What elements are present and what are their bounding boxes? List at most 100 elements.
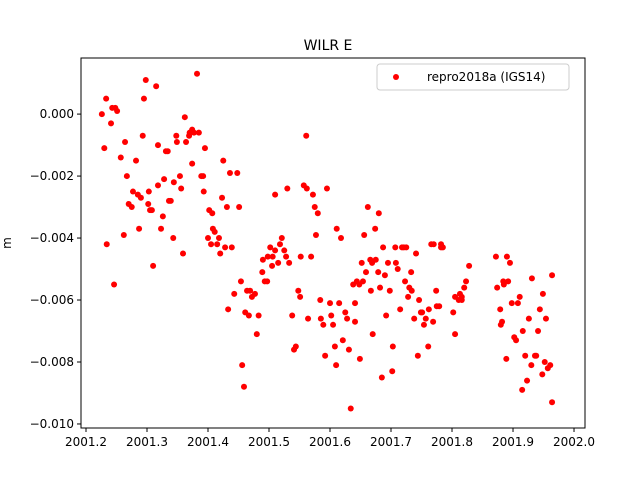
data-point	[101, 145, 108, 152]
data-point	[145, 200, 152, 207]
data-point	[305, 315, 312, 322]
data-point	[309, 191, 316, 198]
y-axis-label: m	[0, 237, 14, 249]
data-point	[200, 188, 207, 195]
data-point	[139, 132, 146, 139]
data-point	[225, 306, 232, 313]
data-point	[255, 312, 262, 319]
data-point	[414, 352, 421, 359]
data-point	[356, 355, 363, 362]
data-point	[236, 204, 243, 211]
x-tick-label: 2001.2	[65, 435, 107, 449]
data-point	[117, 154, 124, 161]
data-point	[295, 287, 302, 294]
data-point	[289, 312, 296, 319]
data-point	[183, 138, 190, 145]
x-tick-label: 2001.5	[248, 435, 290, 449]
data-point	[226, 169, 233, 176]
data-point	[436, 303, 443, 310]
y-tick-label: −0.006	[30, 293, 74, 307]
data-point	[389, 368, 396, 375]
data-point	[439, 244, 446, 251]
data-point	[154, 142, 161, 149]
data-point	[179, 250, 186, 257]
x-axis-ticks: 2001.2 2001.3 2001.4 2001.5 2001.6 2001.7 2001…	[65, 428, 595, 449]
data-point	[389, 343, 396, 350]
data-point	[533, 352, 540, 359]
data-point	[190, 129, 197, 136]
data-point	[367, 287, 374, 294]
data-point	[492, 253, 499, 260]
x-tick-label: 2001.3	[126, 435, 168, 449]
data-point	[194, 70, 201, 77]
data-point	[342, 309, 349, 316]
data-point	[380, 244, 387, 251]
data-point	[377, 284, 384, 291]
data-point	[425, 306, 432, 313]
data-point	[269, 262, 276, 269]
data-point	[214, 241, 221, 248]
data-point	[181, 114, 188, 121]
data-point	[384, 259, 391, 266]
data-point	[416, 297, 423, 304]
data-point	[364, 204, 371, 211]
data-points	[98, 70, 556, 412]
data-point	[328, 312, 335, 319]
y-tick-label: −0.010	[30, 417, 74, 431]
data-point	[275, 259, 282, 266]
data-point	[170, 235, 177, 242]
data-point	[524, 377, 531, 384]
data-point	[331, 343, 338, 350]
data-point	[352, 300, 359, 307]
data-point	[211, 228, 218, 235]
data-point	[173, 132, 180, 139]
data-point	[286, 259, 293, 266]
data-point	[239, 362, 246, 369]
data-point	[108, 120, 115, 127]
data-point	[535, 328, 542, 335]
data-point	[195, 129, 202, 136]
data-point	[419, 309, 426, 316]
data-point	[375, 210, 382, 217]
data-point	[317, 297, 324, 304]
data-point	[539, 290, 546, 297]
data-point	[339, 337, 346, 344]
data-point	[402, 278, 409, 285]
data-point	[189, 160, 196, 167]
x-tick-label: 2001.9	[492, 435, 534, 449]
data-point	[223, 204, 230, 211]
data-point	[234, 169, 241, 176]
data-point	[111, 281, 118, 288]
data-point	[506, 259, 513, 266]
x-tick-label: 2002.0	[553, 435, 595, 449]
data-point	[320, 321, 327, 328]
data-point	[539, 371, 546, 378]
data-point	[153, 83, 160, 90]
y-axis-ticks: 0.000 −0.002 −0.004 −0.006 −0.008 −0.010	[30, 107, 81, 431]
data-point	[259, 269, 266, 276]
data-point	[549, 272, 556, 279]
data-point	[247, 287, 254, 294]
data-point	[269, 253, 276, 260]
data-point	[303, 185, 310, 192]
data-point	[145, 188, 152, 195]
data-point	[461, 284, 468, 291]
data-point	[103, 95, 110, 102]
data-point	[120, 231, 127, 238]
data-point	[508, 300, 515, 307]
data-point	[264, 253, 271, 260]
data-point	[405, 293, 412, 300]
data-point	[317, 315, 324, 322]
data-point	[327, 300, 334, 307]
y-tick-label: −0.002	[30, 169, 74, 183]
data-point	[208, 241, 215, 248]
data-point	[503, 355, 510, 362]
data-point	[425, 343, 432, 350]
data-point	[314, 210, 321, 217]
data-point	[173, 138, 180, 145]
data-point	[215, 235, 222, 242]
data-point	[292, 343, 299, 350]
data-point	[420, 321, 427, 328]
data-point	[536, 306, 543, 313]
